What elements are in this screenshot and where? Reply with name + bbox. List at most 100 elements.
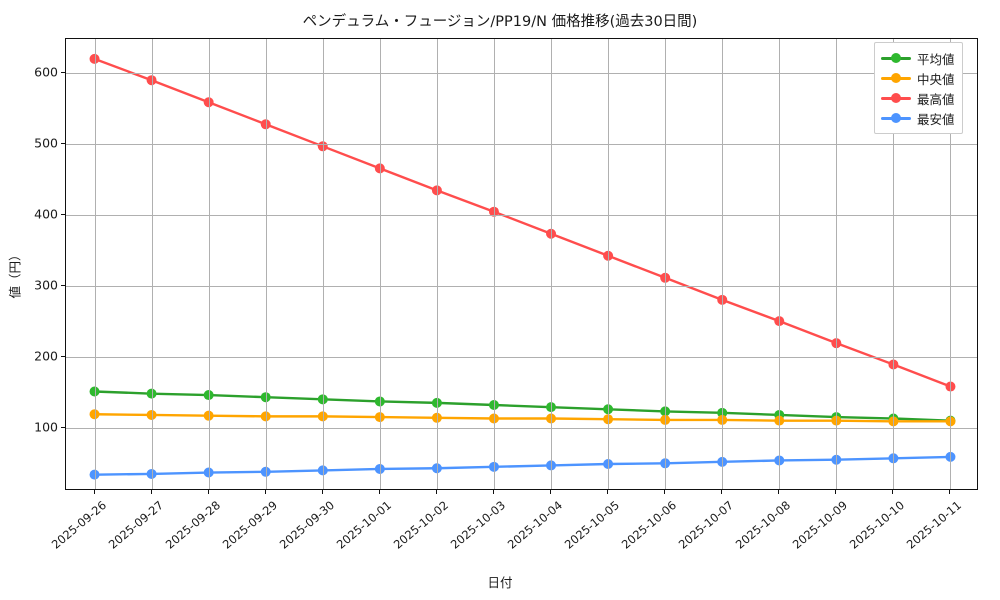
x-axis-tick-mark [264, 490, 266, 494]
gridline-horizontal [66, 428, 977, 430]
series-marker [89, 409, 100, 420]
legend-label: 最安値 [917, 111, 955, 127]
series-marker [831, 415, 842, 426]
series-marker [774, 316, 785, 327]
y-axis-tick-label: 300 [34, 277, 58, 293]
y-axis-tick-mark [61, 285, 65, 287]
x-axis-tick-mark [778, 490, 780, 494]
x-axis-tick-mark [492, 490, 494, 494]
x-axis-tick-label: 2025-09-29 [219, 498, 280, 552]
legend-marker-dot [891, 53, 901, 64]
series-marker [603, 250, 614, 261]
gridline-vertical [436, 39, 438, 489]
legend-item[interactable]: 平均値 [881, 48, 955, 68]
gridline-horizontal [66, 357, 977, 359]
x-axis-tick-mark [321, 490, 323, 494]
series-marker [146, 388, 157, 399]
series-lines [89, 53, 956, 480]
x-axis-tick-label: 2025-10-02 [390, 498, 451, 552]
y-axis-tick-mark [61, 214, 65, 216]
gridline-horizontal [66, 144, 977, 146]
series-marker [546, 402, 557, 413]
gridline-vertical [151, 39, 153, 489]
series-marker [603, 404, 614, 415]
x-axis-tick-label: 2025-10-10 [847, 498, 908, 552]
series-line [93, 390, 952, 422]
series-line [93, 57, 952, 388]
gridline-vertical [265, 39, 267, 489]
gridline-vertical [836, 39, 838, 489]
gridline-vertical [608, 39, 610, 489]
series-marker [831, 454, 842, 465]
gridline-vertical [722, 39, 724, 489]
y-axis-tick-mark [61, 143, 65, 145]
x-axis-tick-label: 2025-09-30 [276, 498, 337, 552]
x-axis-tick-mark [664, 490, 666, 494]
series-marker [146, 468, 157, 479]
gridline-vertical [779, 39, 781, 489]
series-marker [546, 460, 557, 471]
legend-swatch-icon [881, 111, 911, 125]
x-axis-tick-label: 2025-10-11 [904, 498, 965, 552]
gridline-horizontal [66, 215, 977, 217]
y-axis-tick-labels: 100 200 300 400 500 600 [10, 38, 58, 490]
x-axis-tick-label: 2025-09-28 [162, 498, 223, 552]
x-axis-tick-label: 2025-10-05 [561, 498, 623, 552]
gridline-vertical [208, 39, 210, 489]
legend-marker-dot [891, 73, 901, 84]
legend-marker-dot [891, 93, 901, 104]
series-marker [603, 458, 614, 469]
series-marker [317, 394, 328, 405]
legend-label: 最高値 [917, 91, 955, 107]
x-axis-tick-mark [93, 490, 95, 494]
y-axis-tick-mark [61, 356, 65, 358]
series-marker [317, 141, 328, 152]
x-axis-tick-mark [892, 490, 894, 494]
x-axis-tick-label: 2025-09-27 [105, 498, 166, 552]
series-marker [146, 409, 157, 420]
legend-swatch-icon [881, 91, 911, 105]
series-marker [89, 469, 100, 480]
x-axis-tick-mark [435, 490, 437, 494]
x-axis-tick-label: 2025-10-09 [790, 498, 851, 552]
series-marker [774, 455, 785, 466]
gridline-horizontal [66, 286, 977, 288]
series-marker [89, 386, 100, 397]
y-axis-label: 値（円） [7, 248, 23, 299]
legend-swatch-icon [881, 71, 911, 85]
series-line [93, 455, 952, 476]
legend-label: 中央値 [917, 71, 955, 87]
series-marker [374, 463, 385, 474]
x-axis-tick-label: 2025-10-01 [333, 498, 394, 552]
x-axis-tick-mark [835, 490, 837, 494]
legend-item[interactable]: 最高値 [881, 88, 955, 108]
series-marker [831, 338, 842, 349]
legend-item[interactable]: 最安値 [881, 108, 955, 128]
y-axis-tick-mark [61, 72, 65, 74]
x-axis-tick-label: 2025-10-06 [618, 498, 680, 552]
x-axis-tick-label: 2025-09-26 [48, 498, 109, 552]
legend-label: 平均値 [917, 51, 955, 67]
y-axis-tick-label: 500 [34, 135, 58, 151]
x-axis-tick-mark [150, 490, 152, 494]
gridline-vertical [893, 39, 895, 489]
x-axis-label: 日付 [487, 575, 513, 590]
chart-title: ペンデュラム・フュージョン/PP19/N 価格推移(過去30日間) [302, 14, 698, 30]
legend-item[interactable]: 中央値 [881, 68, 955, 88]
chart-legend: 平均値中央値最高値最安値 [874, 42, 963, 134]
x-axis-tick-mark [207, 490, 209, 494]
x-axis-tick-mark [607, 490, 609, 494]
series-marker [146, 75, 157, 86]
gridline-vertical [493, 39, 495, 489]
plot-area [65, 38, 978, 490]
x-axis-tick-mark [949, 490, 951, 494]
x-axis-tick-label: 2025-10-04 [504, 498, 566, 552]
legend-swatch-icon [881, 51, 911, 65]
gridline-vertical [94, 39, 96, 489]
series-marker [89, 53, 100, 64]
gridline-vertical [665, 39, 667, 489]
x-axis-tick-mark [721, 490, 723, 494]
series-marker [546, 413, 557, 424]
series-marker [317, 465, 328, 476]
